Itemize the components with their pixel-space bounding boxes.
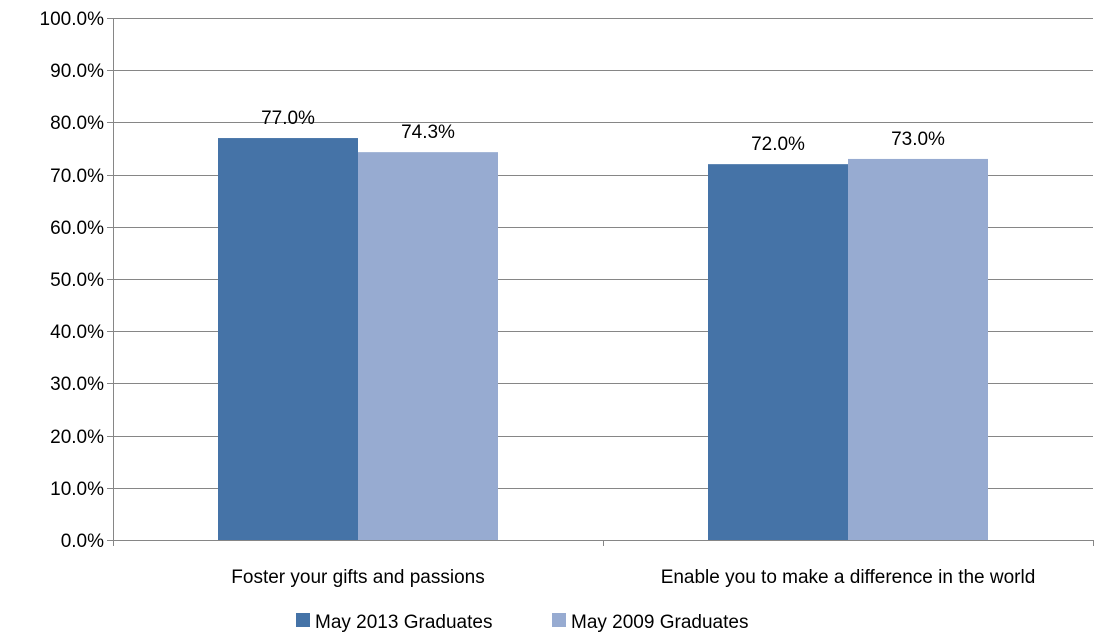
data-label: 73.0% — [891, 129, 945, 150]
legend: May 2013 Graduates May 2009 Graduates — [296, 612, 748, 633]
bar — [708, 164, 848, 540]
y-tick-label: 0.0% — [61, 531, 104, 552]
legend-label: May 2009 Graduates — [571, 612, 748, 633]
bars — [218, 138, 988, 541]
y-tick-label: 70.0% — [50, 166, 104, 187]
x-tick-label: Foster your gifts and passions — [231, 567, 484, 588]
axes — [107, 18, 1094, 546]
y-tick-label: 40.0% — [50, 322, 104, 343]
y-tick-label: 50.0% — [50, 270, 104, 291]
y-tick-label: 90.0% — [50, 61, 104, 82]
y-tick-label: 60.0% — [50, 218, 104, 239]
bar — [358, 152, 498, 541]
y-tick-label: 30.0% — [50, 374, 104, 395]
labels: 0.0% 10.0% 20.0% 30.0% 40.0% 50.0% 60.0% 70.0% 8… — [40, 9, 1036, 588]
y-tick-label: 100.0% — [40, 9, 105, 30]
legend-swatch — [552, 613, 566, 627]
x-tick-label: Enable you to make a difference in the w… — [661, 567, 1036, 588]
y-tick-label: 20.0% — [50, 427, 104, 448]
data-label: 77.0% — [261, 108, 315, 129]
data-label: 74.3% — [401, 122, 455, 143]
bar — [848, 158, 988, 540]
bar — [218, 138, 358, 540]
legend-label: May 2013 Graduates — [315, 612, 492, 633]
y-tick-label: 10.0% — [50, 479, 104, 500]
data-label: 72.0% — [751, 134, 805, 155]
y-tick-label: 80.0% — [50, 113, 104, 134]
legend-swatch — [296, 613, 310, 627]
